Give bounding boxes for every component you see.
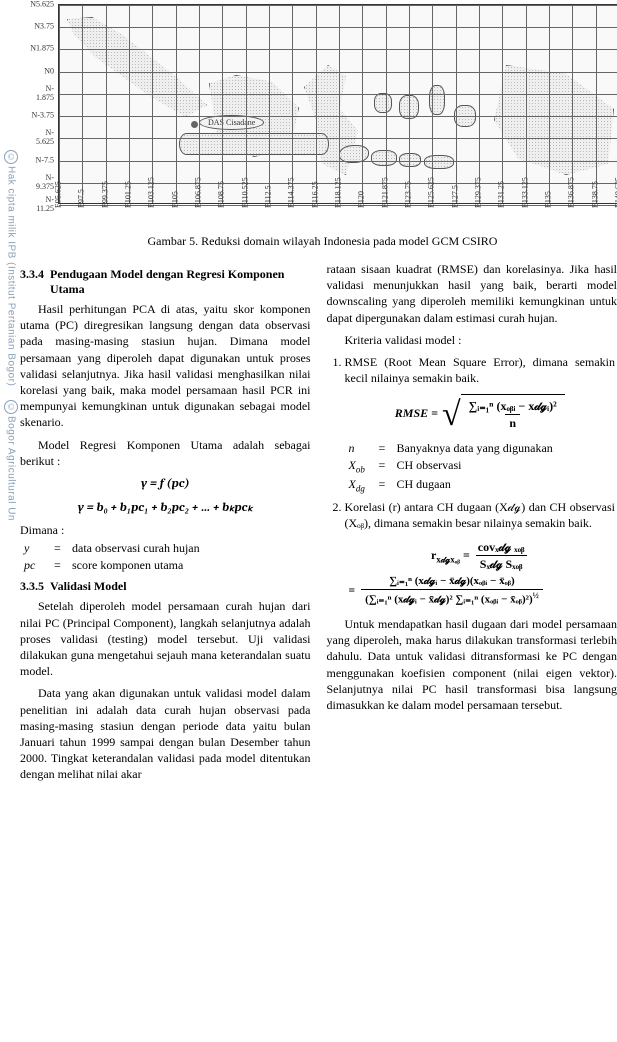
x-tick: E135 [544,191,553,208]
equation-y-fpc: y = f (pc) [20,477,311,491]
x-tick: E120 [357,191,366,208]
figure-map: DAS Cisadane Gambar 5. Reduksi domain wi… [30,4,615,249]
equation-correlation-short: rx𝒹ℊxₒᵦ = covₓ𝒹ℊ ₓₒᵦ Sₓ𝒹ℊ Sₓₒᵦ [345,541,616,570]
x-tick: E105 [170,191,179,208]
das-cisadane-label: DAS Cisadane [199,115,264,130]
x-tick: E106.875 [194,177,203,208]
x-tick: E116.25 [310,181,319,208]
y-tick: N-5.625 [28,128,54,146]
symbol-def: pc=score komponen utama [24,557,311,574]
body-columns: 3.3.4 Pendugaan Model dengan Regresi Kom… [20,261,617,789]
criteria-label: Kriteria validasi model : [327,332,617,348]
right-column: rataan sisaan kuadrat (RMSE) dan korelas… [327,261,617,789]
x-tick: E99.375 [100,181,109,208]
symbol-def: Xob=CH observasi [349,457,616,476]
watermark-text: Bogor Agricultural Un [6,416,17,521]
x-tick: E110.525 [240,177,249,208]
symbol-def: y=data observasi curah hujan [24,540,311,557]
copyright-icon: © [4,400,18,414]
x-tick: E101.25 [124,181,133,208]
criteria-item-correlation: Korelasi (r) antara CH dugaan (X𝒹ℊ) dan … [345,499,617,606]
copyright-watermark: © Hak cipta milik IPB (Institut Pertania… [2,150,20,950]
paragraph: Data yang akan digunakan untuk validasi … [20,685,311,782]
x-tick: E127.5 [450,185,459,208]
x-tick: E140.625 [614,177,617,208]
symbol-def: Xdg=CH dugaan [349,476,616,495]
criteria-item-rmse: RMSE (Root Mean Square Error), dimana se… [345,354,617,495]
paragraph: Setelah diperoleh model persamaan curah … [20,598,311,679]
x-tick: E114.375 [287,177,296,208]
criteria-list: RMSE (Root Mean Square Error), dimana se… [345,354,617,606]
paragraph: Hasil perhitungan PCA di atas, yaitu sko… [20,301,311,431]
x-tick: E136.875 [567,177,576,208]
where-label: Dimana : [20,523,311,538]
x-tick: E131.25 [497,181,506,208]
y-tick: N3.75 [28,22,54,31]
paragraph: Untuk mendapatkan hasil dugaan dari mode… [327,616,617,713]
x-tick: E138.75 [590,181,599,208]
y-tick: N1.875 [28,44,54,53]
das-marker [191,121,198,128]
paragraph: Model Regresi Komponen Utama adalah seba… [20,437,311,469]
figure-caption: Gambar 5. Reduksi domain wilayah Indones… [30,234,615,249]
symbol-def: n=Banyaknya data yang digunakan [349,440,616,457]
x-tick: E125.625 [427,177,436,208]
x-tick: E112.5 [264,185,273,208]
y-tick: N-9.375 [28,173,54,191]
heading-3-3-4: 3.3.4 Pendugaan Model dengan Regresi Kom… [20,267,311,297]
y-tick: N-1.875 [28,84,54,102]
map-grid: DAS Cisadane [58,4,617,204]
x-tick: E121.875 [380,177,389,208]
paragraph: rataan sisaan kuadrat (RMSE) dan korelas… [327,261,617,326]
equation-pcr: y = b₀ + b₁pc₁ + b₂pc₂ + … + bₖpcₖ [20,499,311,515]
x-tick: E97.5 [77,189,86,208]
heading-number: 3.3.4 [20,267,44,297]
heading-title: Pendugaan Model dengan Regresi Komponen … [50,267,311,297]
equation-rmse: RMSE = √ ∑ᵢ₌₁ⁿ (xₒᵦᵢ − x𝒹ℊᵢ)² n [345,394,616,432]
left-column: 3.3.4 Pendugaan Model dengan Regresi Kom… [20,261,311,789]
y-tick: N5.625 [28,0,54,9]
x-tick: E123.75 [404,181,413,208]
heading-3-3-5: 3.3.5 Validasi Model [20,579,311,594]
x-tick: E133.125 [520,177,529,208]
x-tick: E129.375 [474,177,483,208]
x-tick: E118.125 [334,177,343,208]
x-tick: E95.625 [54,181,63,208]
copyright-icon: © [4,150,18,164]
y-tick: N-3.75 [28,111,54,120]
watermark-text: Hak cipta milik IPB (Institut Pertanian … [6,166,17,386]
heading-title: Validasi Model [50,579,311,594]
y-tick: N0 [28,66,54,75]
y-tick: N-7.5 [28,155,54,164]
y-tick: N-11.25 [28,195,54,213]
x-tick: E103.125 [147,177,156,208]
equation-correlation-expanded: = ∑ᵢ₌₁ⁿ (x𝒹ℊᵢ − x̄𝒹ℊ)(xₒᵦᵢ − x̄ₒᵦ) (∑ᵢ₌₁… [345,576,616,606]
heading-number: 3.3.5 [20,579,44,594]
x-tick: E108.75 [217,181,226,208]
